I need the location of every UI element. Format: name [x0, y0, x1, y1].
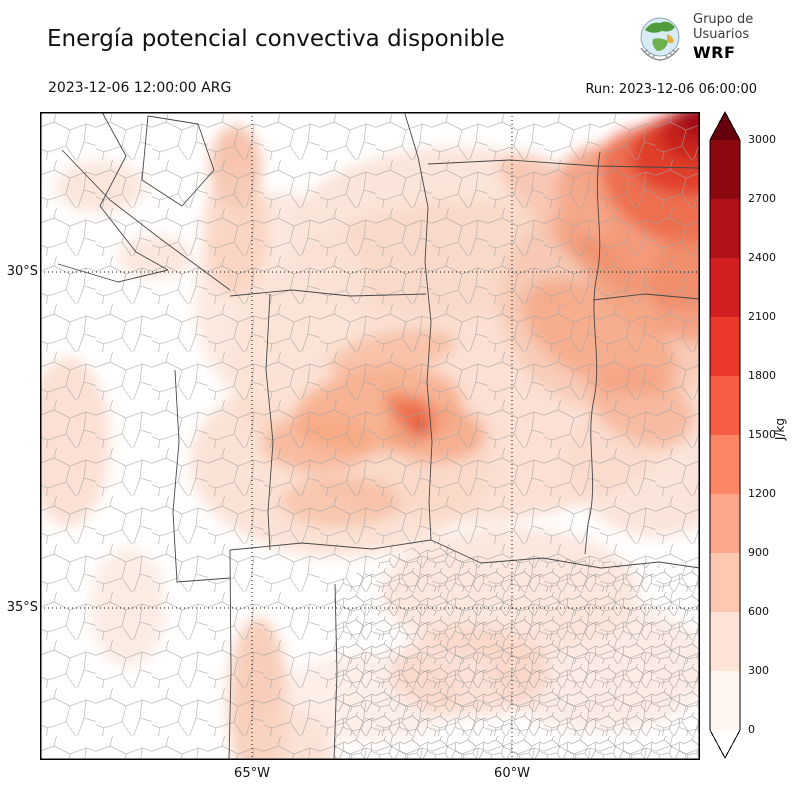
colorbar-tick: 1500 — [748, 428, 776, 441]
department-boundaries-dense — [335, 540, 700, 760]
graticule — [40, 112, 700, 760]
colorbar-arrow-top — [710, 112, 740, 140]
lat-tick-30s: 30°S — [6, 264, 38, 279]
colorbar — [709, 110, 741, 760]
colorbar-segment — [710, 612, 740, 671]
colorbar-segment — [710, 435, 740, 494]
colorbar-segment — [710, 376, 740, 435]
wrf-logo: Grupo de Usuarios WRF — [634, 12, 753, 64]
colorbar-tick: 2700 — [748, 192, 776, 205]
colorbar-tick: 1800 — [748, 369, 776, 382]
logo-acronym: WRF — [693, 43, 736, 63]
colorbar-segment — [710, 140, 740, 199]
map-area — [26, 104, 740, 797]
logo-org-line2: Usuarios — [693, 27, 750, 43]
colorbar-segment — [710, 553, 740, 612]
colorbar-segment — [710, 258, 740, 317]
logo-org-line1: Grupo de — [693, 12, 754, 28]
wrf-logo-text: Grupo de Usuarios WRF — [693, 12, 754, 63]
colorbar-tick: 3000 — [748, 133, 776, 146]
wrf-logo-globe-icon — [640, 17, 680, 61]
colorbar-segment — [710, 671, 740, 730]
map-frame — [40, 112, 700, 760]
valid-time-label: 2023-12-06 12:00:00 ARG — [48, 80, 232, 96]
lon-tick-60w: 60°W — [494, 766, 530, 781]
colorbar-unit-label: J/kg — [773, 418, 787, 441]
colorbar-segment — [710, 317, 740, 376]
colorbar-tick: 0 — [748, 723, 755, 736]
lon-tick-65w: 65°W — [234, 766, 270, 781]
colorbar-segment — [710, 494, 740, 553]
colorbar-tick: 300 — [748, 664, 769, 677]
page-title: Energía potencial convectiva disponible — [47, 26, 505, 52]
colorbar-tick: 600 — [748, 605, 769, 618]
colorbar-tick: 2100 — [748, 310, 776, 323]
colorbar-outline — [709, 110, 741, 760]
colorbar-segment — [710, 199, 740, 258]
cape-map — [26, 104, 740, 797]
colorbar-tick: 1200 — [748, 487, 776, 500]
colorbar-tick: 900 — [748, 546, 769, 559]
run-time-label: Run: 2023-12-06 06:00:00 — [585, 82, 757, 97]
province-boundaries — [57, 111, 701, 761]
colorbar-arrow-bottom — [710, 730, 740, 758]
lat-tick-35s: 35°S — [6, 600, 38, 615]
colorbar-tick: 2400 — [748, 251, 776, 264]
